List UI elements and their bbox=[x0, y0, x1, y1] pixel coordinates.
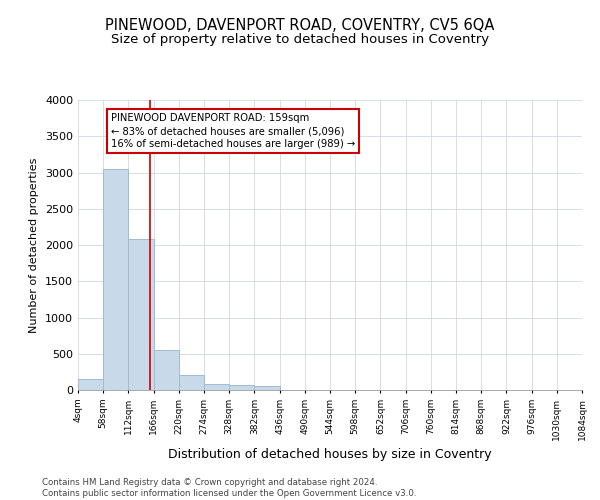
Text: PINEWOOD, DAVENPORT ROAD, COVENTRY, CV5 6QA: PINEWOOD, DAVENPORT ROAD, COVENTRY, CV5 … bbox=[106, 18, 494, 32]
Text: PINEWOOD DAVENPORT ROAD: 159sqm
← 83% of detached houses are smaller (5,096)
16%: PINEWOOD DAVENPORT ROAD: 159sqm ← 83% of… bbox=[111, 113, 355, 150]
Bar bbox=[179, 375, 204, 390]
Bar bbox=[78, 379, 103, 390]
Bar bbox=[128, 239, 154, 390]
Bar bbox=[229, 384, 254, 390]
X-axis label: Distribution of detached houses by size in Coventry: Distribution of detached houses by size … bbox=[168, 448, 492, 461]
Y-axis label: Number of detached properties: Number of detached properties bbox=[29, 158, 40, 332]
Bar bbox=[154, 350, 179, 390]
Bar bbox=[103, 169, 128, 390]
Bar bbox=[254, 386, 280, 390]
Text: Contains HM Land Registry data © Crown copyright and database right 2024.
Contai: Contains HM Land Registry data © Crown c… bbox=[42, 478, 416, 498]
Text: Size of property relative to detached houses in Coventry: Size of property relative to detached ho… bbox=[111, 32, 489, 46]
Bar bbox=[204, 384, 229, 390]
